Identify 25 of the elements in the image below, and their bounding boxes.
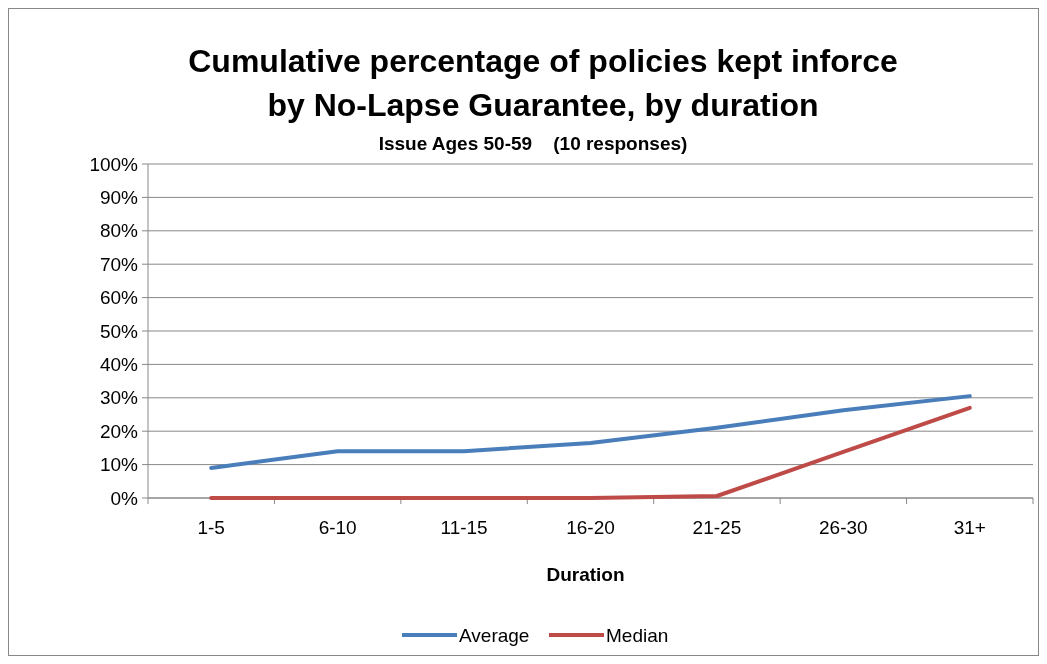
- legend-label: Median: [606, 624, 669, 646]
- x-tick-label: 16-20: [566, 517, 615, 538]
- y-tick-label: 70%: [99, 253, 139, 275]
- x-tick-label: 21-25: [692, 517, 742, 538]
- y-tick-label: 60%: [99, 287, 139, 309]
- x-tick-label: 31+: [953, 517, 986, 538]
- chart-title: Cumulative percentage of policies kept inforce by No-Lapse Guarantee, by duration: [188, 43, 898, 123]
- y-tick-label: 100%: [89, 153, 139, 175]
- x-tick-label: 26-30: [819, 517, 868, 538]
- y-tick-label: 50%: [99, 320, 139, 342]
- y-tick-label: 80%: [99, 220, 139, 242]
- x-tick-label: 6-10: [318, 517, 357, 538]
- legend-label: Average: [459, 624, 530, 646]
- y-tick-label: 0%: [110, 487, 139, 509]
- line-series: [209, 394, 972, 470]
- line-series: [209, 405, 972, 500]
- y-tick-label: 30%: [99, 387, 139, 409]
- y-tick-label: 10%: [99, 454, 139, 476]
- chart-subtitle: Issue Ages 50-59 (10 responses): [378, 133, 688, 154]
- x-axis-title: Duration: [546, 564, 625, 585]
- y-tick-label: 20%: [99, 420, 139, 442]
- y-tick-label: 90%: [99, 187, 139, 209]
- y-tick-label: 40%: [99, 354, 139, 376]
- x-tick-label: 11-15: [440, 517, 488, 538]
- x-tick-label: 1-5: [197, 517, 225, 538]
